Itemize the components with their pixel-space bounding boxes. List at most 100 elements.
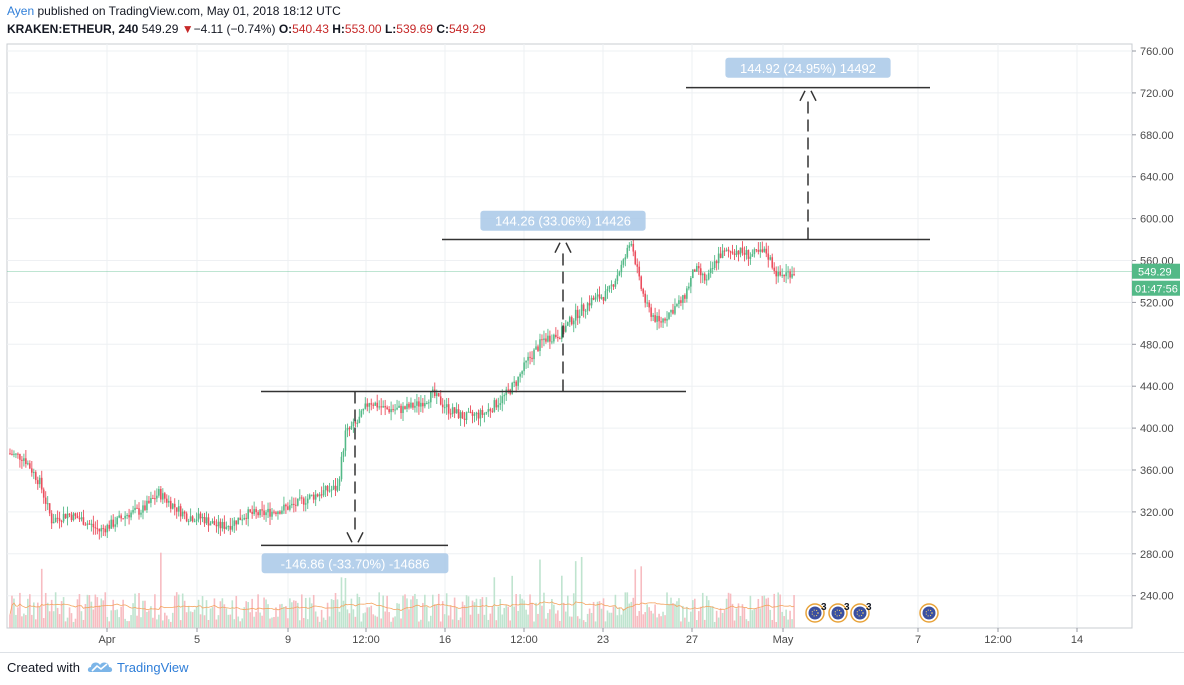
candle-body bbox=[219, 521, 222, 529]
volume-bar bbox=[338, 611, 341, 628]
volume-bar bbox=[430, 615, 432, 628]
volume-bar bbox=[368, 607, 371, 628]
volume-bar bbox=[251, 598, 253, 628]
candle-body bbox=[354, 421, 357, 424]
volume-bar bbox=[352, 609, 355, 628]
volume-bar bbox=[316, 616, 319, 628]
volume-bar bbox=[348, 613, 351, 628]
publish-info: published on TradingView.com, May 01, 20… bbox=[37, 4, 341, 18]
volume-bar bbox=[380, 618, 382, 628]
volume-bar bbox=[72, 621, 75, 628]
volume-bar bbox=[193, 609, 196, 628]
volume-bar bbox=[690, 611, 692, 628]
candle-body bbox=[636, 264, 639, 267]
volume-bar bbox=[328, 616, 331, 628]
price-tick-label: 360.00 bbox=[1140, 465, 1174, 477]
candle-body bbox=[644, 293, 646, 303]
volume-bar bbox=[110, 610, 113, 628]
candle-body bbox=[604, 291, 607, 301]
volume-bar bbox=[420, 619, 422, 628]
volume-bar bbox=[705, 595, 708, 628]
candle-body bbox=[733, 253, 736, 255]
volume-bar bbox=[580, 556, 583, 628]
volume-bar bbox=[298, 620, 301, 628]
volume-bar bbox=[741, 604, 744, 628]
candle-body bbox=[179, 506, 182, 517]
candle-body bbox=[261, 509, 263, 511]
candle-body bbox=[122, 518, 124, 520]
volume-bar bbox=[449, 605, 452, 628]
volume-bar bbox=[173, 595, 176, 628]
volume-bar bbox=[25, 615, 27, 628]
volume-bar bbox=[326, 602, 329, 628]
volume-bar bbox=[187, 606, 190, 628]
candle-body bbox=[525, 360, 527, 363]
candle-body bbox=[344, 430, 347, 451]
volume-bar bbox=[410, 599, 412, 628]
volume-bar bbox=[513, 606, 515, 628]
candle-body bbox=[430, 391, 432, 403]
candle-body bbox=[213, 521, 216, 526]
tradingview-brand-link[interactable]: TradingView bbox=[117, 660, 189, 675]
volume-bar bbox=[92, 609, 95, 628]
candle-body bbox=[34, 472, 37, 481]
candle-body bbox=[271, 511, 273, 517]
candle-body bbox=[557, 337, 559, 339]
volume-bar bbox=[126, 621, 128, 628]
candle-body bbox=[626, 247, 629, 258]
symbol-label[interactable]: KRAKEN:ETHEUR, 240 bbox=[7, 22, 139, 36]
volume-bar bbox=[112, 599, 115, 628]
volume-bar bbox=[656, 617, 658, 628]
volume-bar bbox=[156, 619, 158, 628]
time-axis[interactable]: Apr 5 9 12:00 16 12:00 23 27 May 7 12:00 14 bbox=[7, 627, 1132, 646]
candle-body bbox=[539, 339, 541, 351]
candle-body bbox=[773, 267, 776, 271]
candle-body bbox=[340, 456, 343, 480]
candle-body bbox=[308, 494, 311, 499]
candle-body bbox=[181, 511, 184, 517]
candle-body bbox=[610, 284, 613, 286]
candle-body bbox=[171, 503, 174, 509]
candle-body bbox=[705, 279, 708, 281]
volume-bar bbox=[350, 598, 353, 628]
volume-bar bbox=[622, 608, 625, 628]
candle-body bbox=[402, 406, 404, 414]
volume-bar bbox=[570, 616, 573, 628]
candle-body bbox=[463, 418, 466, 421]
volume-bar bbox=[775, 621, 777, 628]
volume-bar bbox=[608, 612, 611, 628]
volume-bar bbox=[358, 597, 361, 628]
candle-body bbox=[433, 389, 436, 397]
volume-bar bbox=[787, 619, 789, 628]
candle-body bbox=[485, 411, 488, 414]
volume-bar bbox=[578, 618, 581, 628]
candle-body bbox=[731, 251, 734, 254]
volume-bar bbox=[344, 577, 347, 628]
volume-bar bbox=[674, 603, 676, 628]
candle-body bbox=[697, 266, 700, 269]
price-tick-label: 280.00 bbox=[1140, 549, 1174, 561]
volume-bar bbox=[759, 608, 762, 628]
volume-bar bbox=[596, 601, 599, 628]
candle-body bbox=[108, 524, 111, 529]
volume-bar bbox=[275, 607, 277, 628]
volume-bar bbox=[64, 621, 67, 628]
volume-bar bbox=[271, 617, 273, 628]
volume-bar bbox=[437, 593, 440, 628]
measure-drawings[interactable]: 144.92 (24.95%) 14492 144.26 (33.06%) 144… bbox=[261, 57, 930, 574]
candle-body bbox=[680, 300, 682, 303]
price-axis[interactable]: 760.00720.00680.00640.00600.00560.00520.… bbox=[1132, 46, 1180, 603]
volume-bar bbox=[697, 611, 700, 628]
volume-bar bbox=[100, 598, 103, 628]
price-chart[interactable]: 144.92 (24.95%) 14492 144.26 (33.06%) 144… bbox=[0, 0, 1184, 652]
candle-body bbox=[38, 477, 41, 485]
volume-bar bbox=[183, 600, 186, 628]
candle-body bbox=[100, 528, 103, 532]
candle-body bbox=[19, 454, 21, 460]
volume-bar bbox=[688, 621, 690, 628]
author-link[interactable]: Ayen bbox=[7, 4, 35, 18]
event-markers[interactable]: 3 3 3 bbox=[805, 602, 939, 623]
volume-bar bbox=[598, 601, 601, 628]
candle-body bbox=[160, 488, 162, 500]
candle-body bbox=[72, 513, 75, 521]
